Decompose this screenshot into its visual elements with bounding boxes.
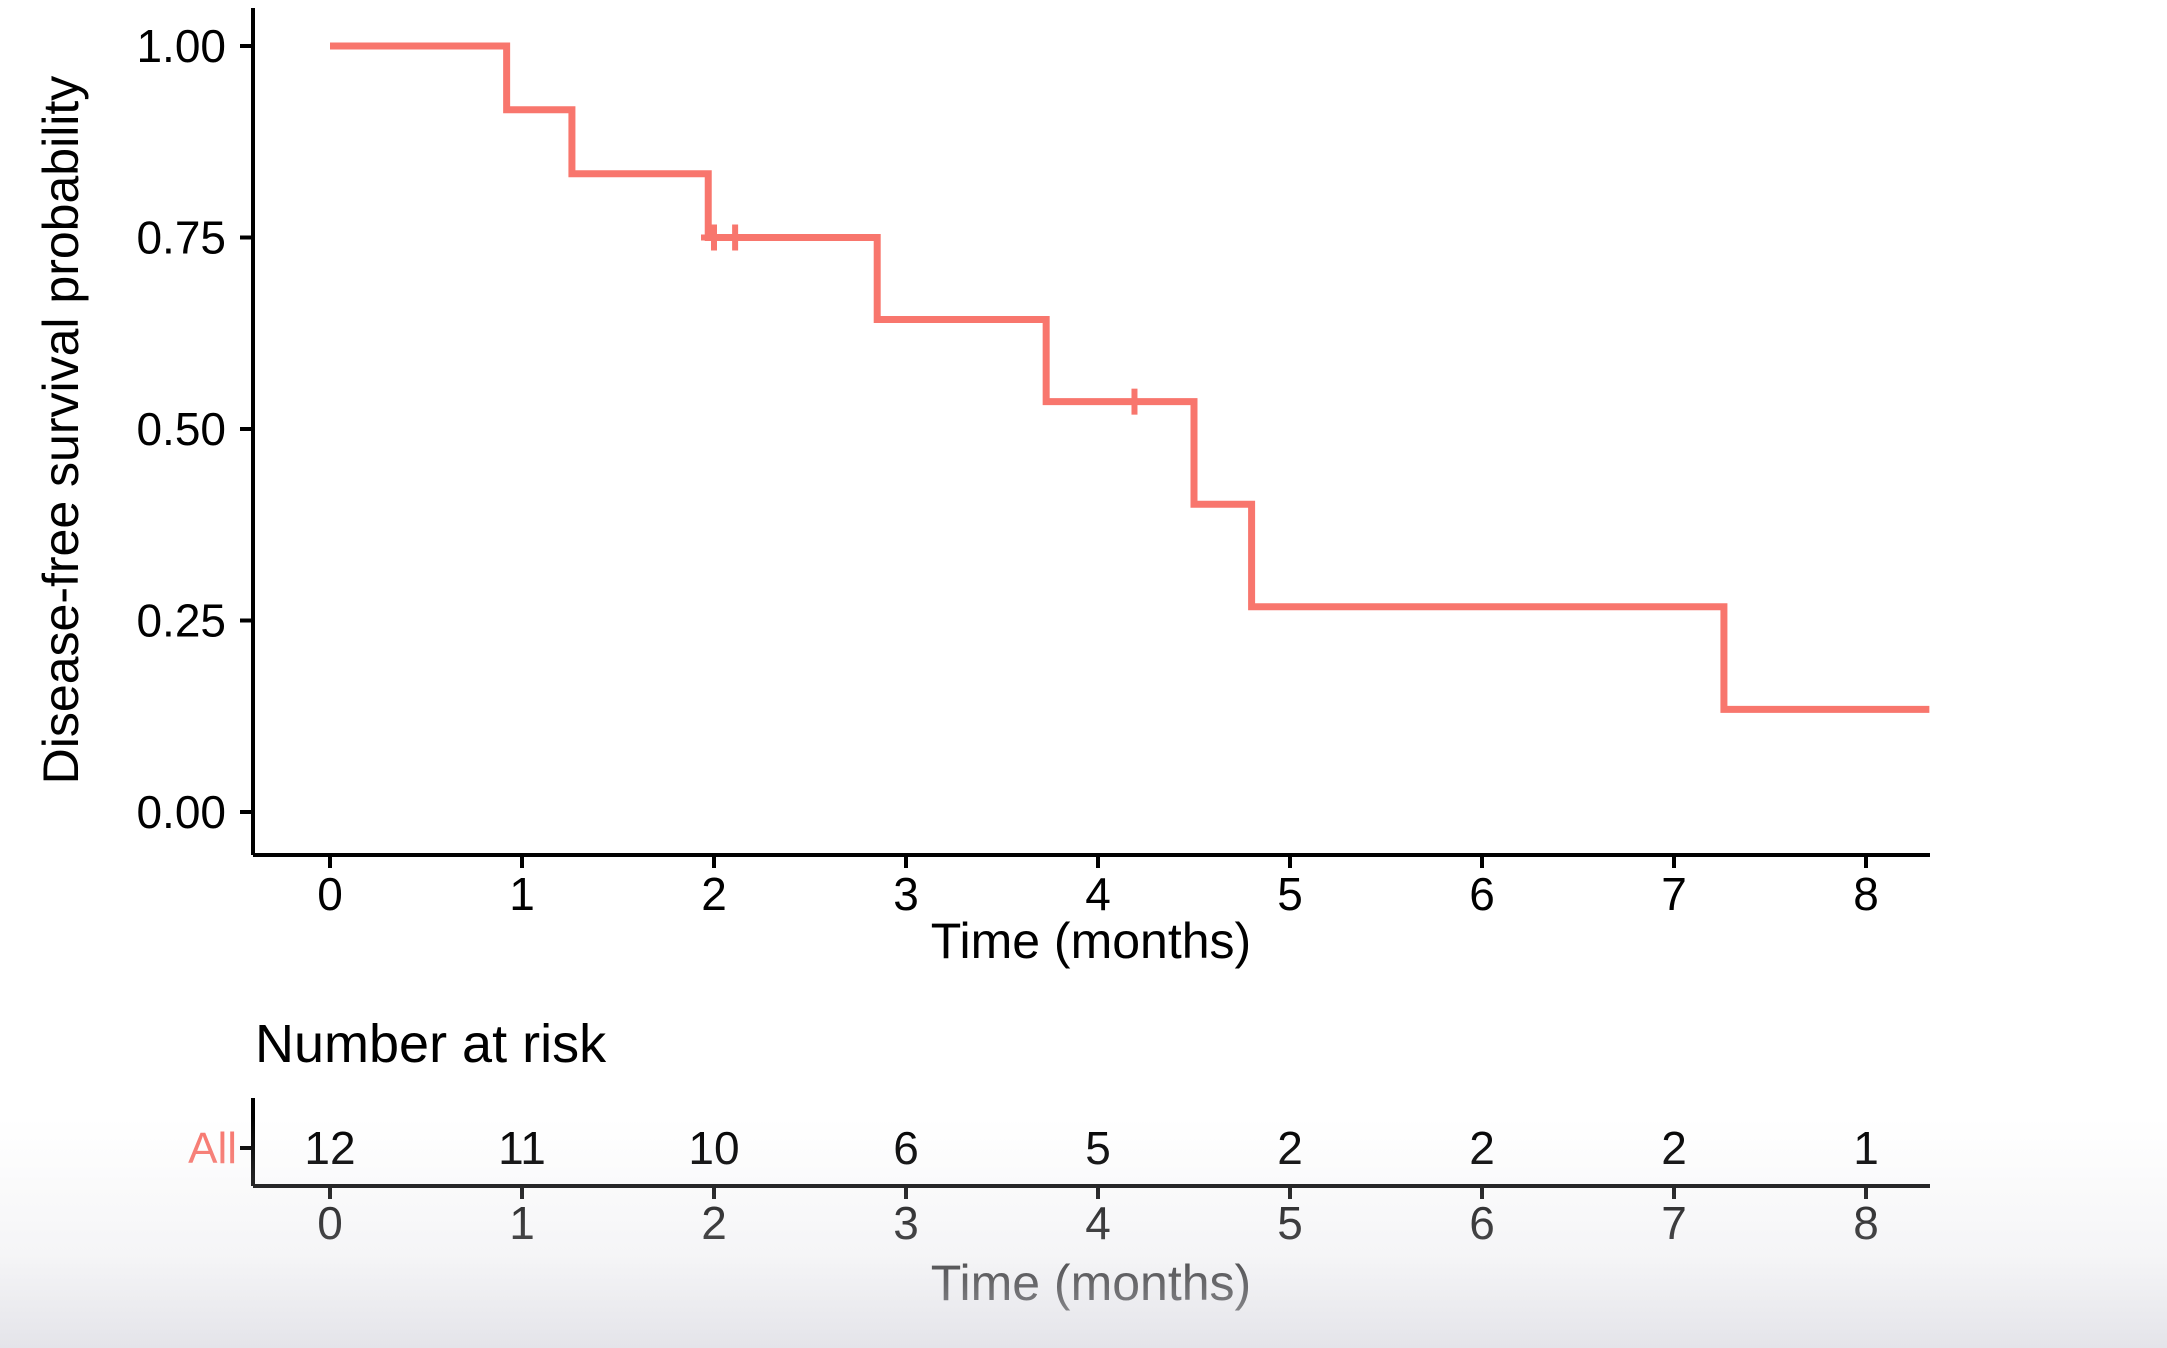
risk-count: 2 bbox=[1277, 1122, 1303, 1174]
risk-table-tick-label: 0 bbox=[317, 1197, 343, 1249]
y-axis-title: Disease-free survival probability bbox=[33, 76, 89, 785]
risk-table-title: Number at risk bbox=[255, 1014, 607, 1074]
x-axis-title: Time (months) bbox=[931, 913, 1251, 969]
risk-count: 1 bbox=[1853, 1122, 1879, 1174]
risk-count: 6 bbox=[893, 1122, 919, 1174]
y-tick-label: 0.50 bbox=[136, 403, 226, 455]
x-tick-label: 6 bbox=[1469, 868, 1495, 920]
risk-table-tick-label: 8 bbox=[1853, 1197, 1879, 1249]
x-tick-label: 7 bbox=[1661, 868, 1687, 920]
risk-count: 5 bbox=[1085, 1122, 1111, 1174]
km-curve bbox=[330, 42, 1930, 713]
risk-table-tick-label: 1 bbox=[509, 1197, 535, 1249]
x-tick-label: 4 bbox=[1085, 868, 1111, 920]
risk-table-tick-label: 4 bbox=[1085, 1197, 1111, 1249]
x-tick-label: 3 bbox=[893, 868, 919, 920]
risk-count: 11 bbox=[498, 1122, 546, 1174]
y-tick-label: 0.75 bbox=[136, 212, 226, 264]
x-tick-label: 5 bbox=[1277, 868, 1303, 920]
risk-count: 2 bbox=[1661, 1122, 1687, 1174]
risk-table-x-axis-title: Time (months) bbox=[931, 1255, 1251, 1311]
risk-row-label-all: All bbox=[188, 1124, 237, 1173]
risk-count: 2 bbox=[1469, 1122, 1495, 1174]
y-tick-label: 0.25 bbox=[136, 595, 226, 647]
risk-count: 10 bbox=[688, 1122, 739, 1174]
risk-table-tick-label: 3 bbox=[893, 1197, 919, 1249]
x-tick-label: 8 bbox=[1853, 868, 1879, 920]
risk-table-tick-label: 2 bbox=[701, 1197, 727, 1249]
risk-table-tick-label: 5 bbox=[1277, 1197, 1303, 1249]
y-tick-label: 1.00 bbox=[136, 20, 226, 72]
x-tick-label: 0 bbox=[317, 868, 343, 920]
risk-count: 12 bbox=[304, 1122, 355, 1174]
risk-table-tick-label: 7 bbox=[1661, 1197, 1687, 1249]
x-tick-label: 2 bbox=[701, 868, 727, 920]
risk-table-tick-label: 6 bbox=[1469, 1197, 1495, 1249]
y-tick-label: 0.00 bbox=[136, 786, 226, 838]
x-tick-label: 1 bbox=[509, 868, 535, 920]
